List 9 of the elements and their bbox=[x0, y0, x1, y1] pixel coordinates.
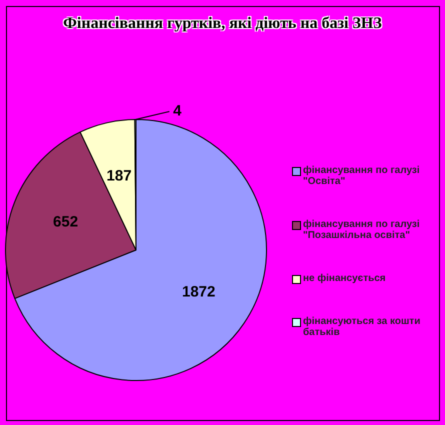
legend-label: не фінансується bbox=[303, 273, 386, 284]
data-label: 4 bbox=[173, 102, 182, 120]
data-label: 652 bbox=[53, 213, 78, 230]
data-label: 1872 bbox=[182, 284, 216, 301]
legend-label: фінансування по галузі "Позашкільна освіта" bbox=[303, 219, 421, 241]
legend-label: фінансування по галузі "Освіта" bbox=[303, 165, 421, 187]
chart-title: Фінансівання гуртків, які діють на базі ЗНЗ bbox=[62, 14, 383, 34]
legend-label: фінансуються за кошти батьків bbox=[303, 316, 422, 338]
data-label: 187 bbox=[106, 167, 132, 184]
